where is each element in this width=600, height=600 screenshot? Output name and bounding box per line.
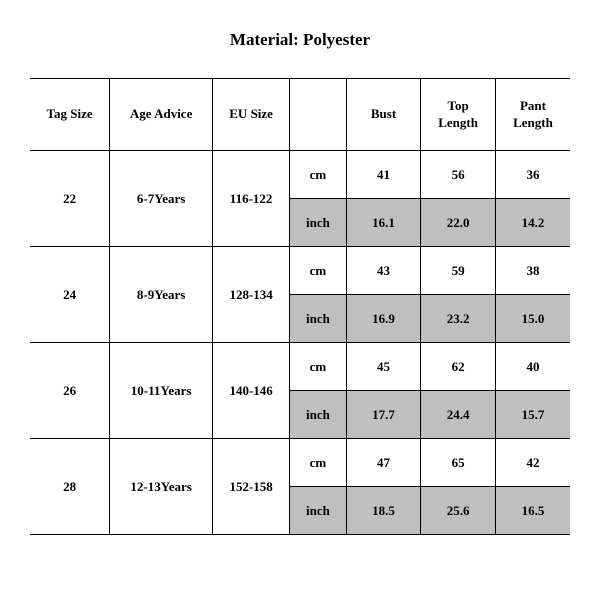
cell-top-cm: 65 xyxy=(421,439,496,487)
col-top-length-l1: Top xyxy=(447,98,468,113)
cell-bust-cm: 41 xyxy=(346,151,421,199)
cell-pant-cm: 36 xyxy=(495,151,570,199)
cell-top-inch: 25.6 xyxy=(421,487,496,535)
cell-age: 12-13Years xyxy=(110,439,213,535)
col-pant-length: Pant Length xyxy=(495,79,570,151)
cell-pant-inch: 15.0 xyxy=(495,295,570,343)
col-top-length: Top Length xyxy=(421,79,496,151)
cell-eu: 152-158 xyxy=(213,439,290,535)
cell-pant-cm: 42 xyxy=(495,439,570,487)
col-unit xyxy=(290,79,347,151)
cell-bust-cm: 47 xyxy=(346,439,421,487)
page-wrap: Material: Polyester Tag Size Age Advice … xyxy=(0,0,600,545)
header-row: Tag Size Age Advice EU Size Bust Top Leng… xyxy=(30,79,570,151)
col-top-length-l2: Length xyxy=(438,115,478,130)
table-row: 26 10-11Years 140-146 cm 45 62 40 xyxy=(30,343,570,391)
cell-unit-cm: cm xyxy=(290,247,347,295)
table-row: 22 6-7Years 116-122 cm 41 56 36 xyxy=(30,151,570,199)
cell-pant-cm: 38 xyxy=(495,247,570,295)
cell-top-cm: 59 xyxy=(421,247,496,295)
cell-eu: 128-134 xyxy=(213,247,290,343)
cell-age: 6-7Years xyxy=(110,151,213,247)
cell-bust-inch: 16.9 xyxy=(346,295,421,343)
table-row: 28 12-13Years 152-158 cm 47 65 42 xyxy=(30,439,570,487)
cell-tag: 24 xyxy=(30,247,110,343)
cell-bust-inch: 16.1 xyxy=(346,199,421,247)
page-title: Material: Polyester xyxy=(30,30,570,50)
cell-pant-inch: 14.2 xyxy=(495,199,570,247)
cell-age: 10-11Years xyxy=(110,343,213,439)
table-row: 24 8-9Years 128-134 cm 43 59 38 xyxy=(30,247,570,295)
cell-tag: 26 xyxy=(30,343,110,439)
cell-bust-inch: 17.7 xyxy=(346,391,421,439)
col-tag-size: Tag Size xyxy=(30,79,110,151)
cell-unit-inch: inch xyxy=(290,487,347,535)
cell-top-inch: 22.0 xyxy=(421,199,496,247)
cell-unit-inch: inch xyxy=(290,391,347,439)
cell-unit-inch: inch xyxy=(290,295,347,343)
cell-eu: 116-122 xyxy=(213,151,290,247)
cell-pant-inch: 15.7 xyxy=(495,391,570,439)
col-bust: Bust xyxy=(346,79,421,151)
cell-bust-inch: 18.5 xyxy=(346,487,421,535)
col-eu-size: EU Size xyxy=(213,79,290,151)
size-chart-table: Tag Size Age Advice EU Size Bust Top Leng… xyxy=(30,78,570,535)
cell-unit-cm: cm xyxy=(290,343,347,391)
cell-bust-cm: 43 xyxy=(346,247,421,295)
cell-eu: 140-146 xyxy=(213,343,290,439)
cell-tag: 22 xyxy=(30,151,110,247)
cell-unit-inch: inch xyxy=(290,199,347,247)
cell-tag: 28 xyxy=(30,439,110,535)
cell-age: 8-9Years xyxy=(110,247,213,343)
cell-top-cm: 62 xyxy=(421,343,496,391)
cell-bust-cm: 45 xyxy=(346,343,421,391)
cell-unit-cm: cm xyxy=(290,439,347,487)
col-pant-length-l2: Length xyxy=(513,115,553,130)
cell-pant-inch: 16.5 xyxy=(495,487,570,535)
col-age-advice: Age Advice xyxy=(110,79,213,151)
cell-top-inch: 24.4 xyxy=(421,391,496,439)
cell-top-inch: 23.2 xyxy=(421,295,496,343)
col-pant-length-l1: Pant xyxy=(520,98,546,113)
cell-top-cm: 56 xyxy=(421,151,496,199)
cell-unit-cm: cm xyxy=(290,151,347,199)
cell-pant-cm: 40 xyxy=(495,343,570,391)
